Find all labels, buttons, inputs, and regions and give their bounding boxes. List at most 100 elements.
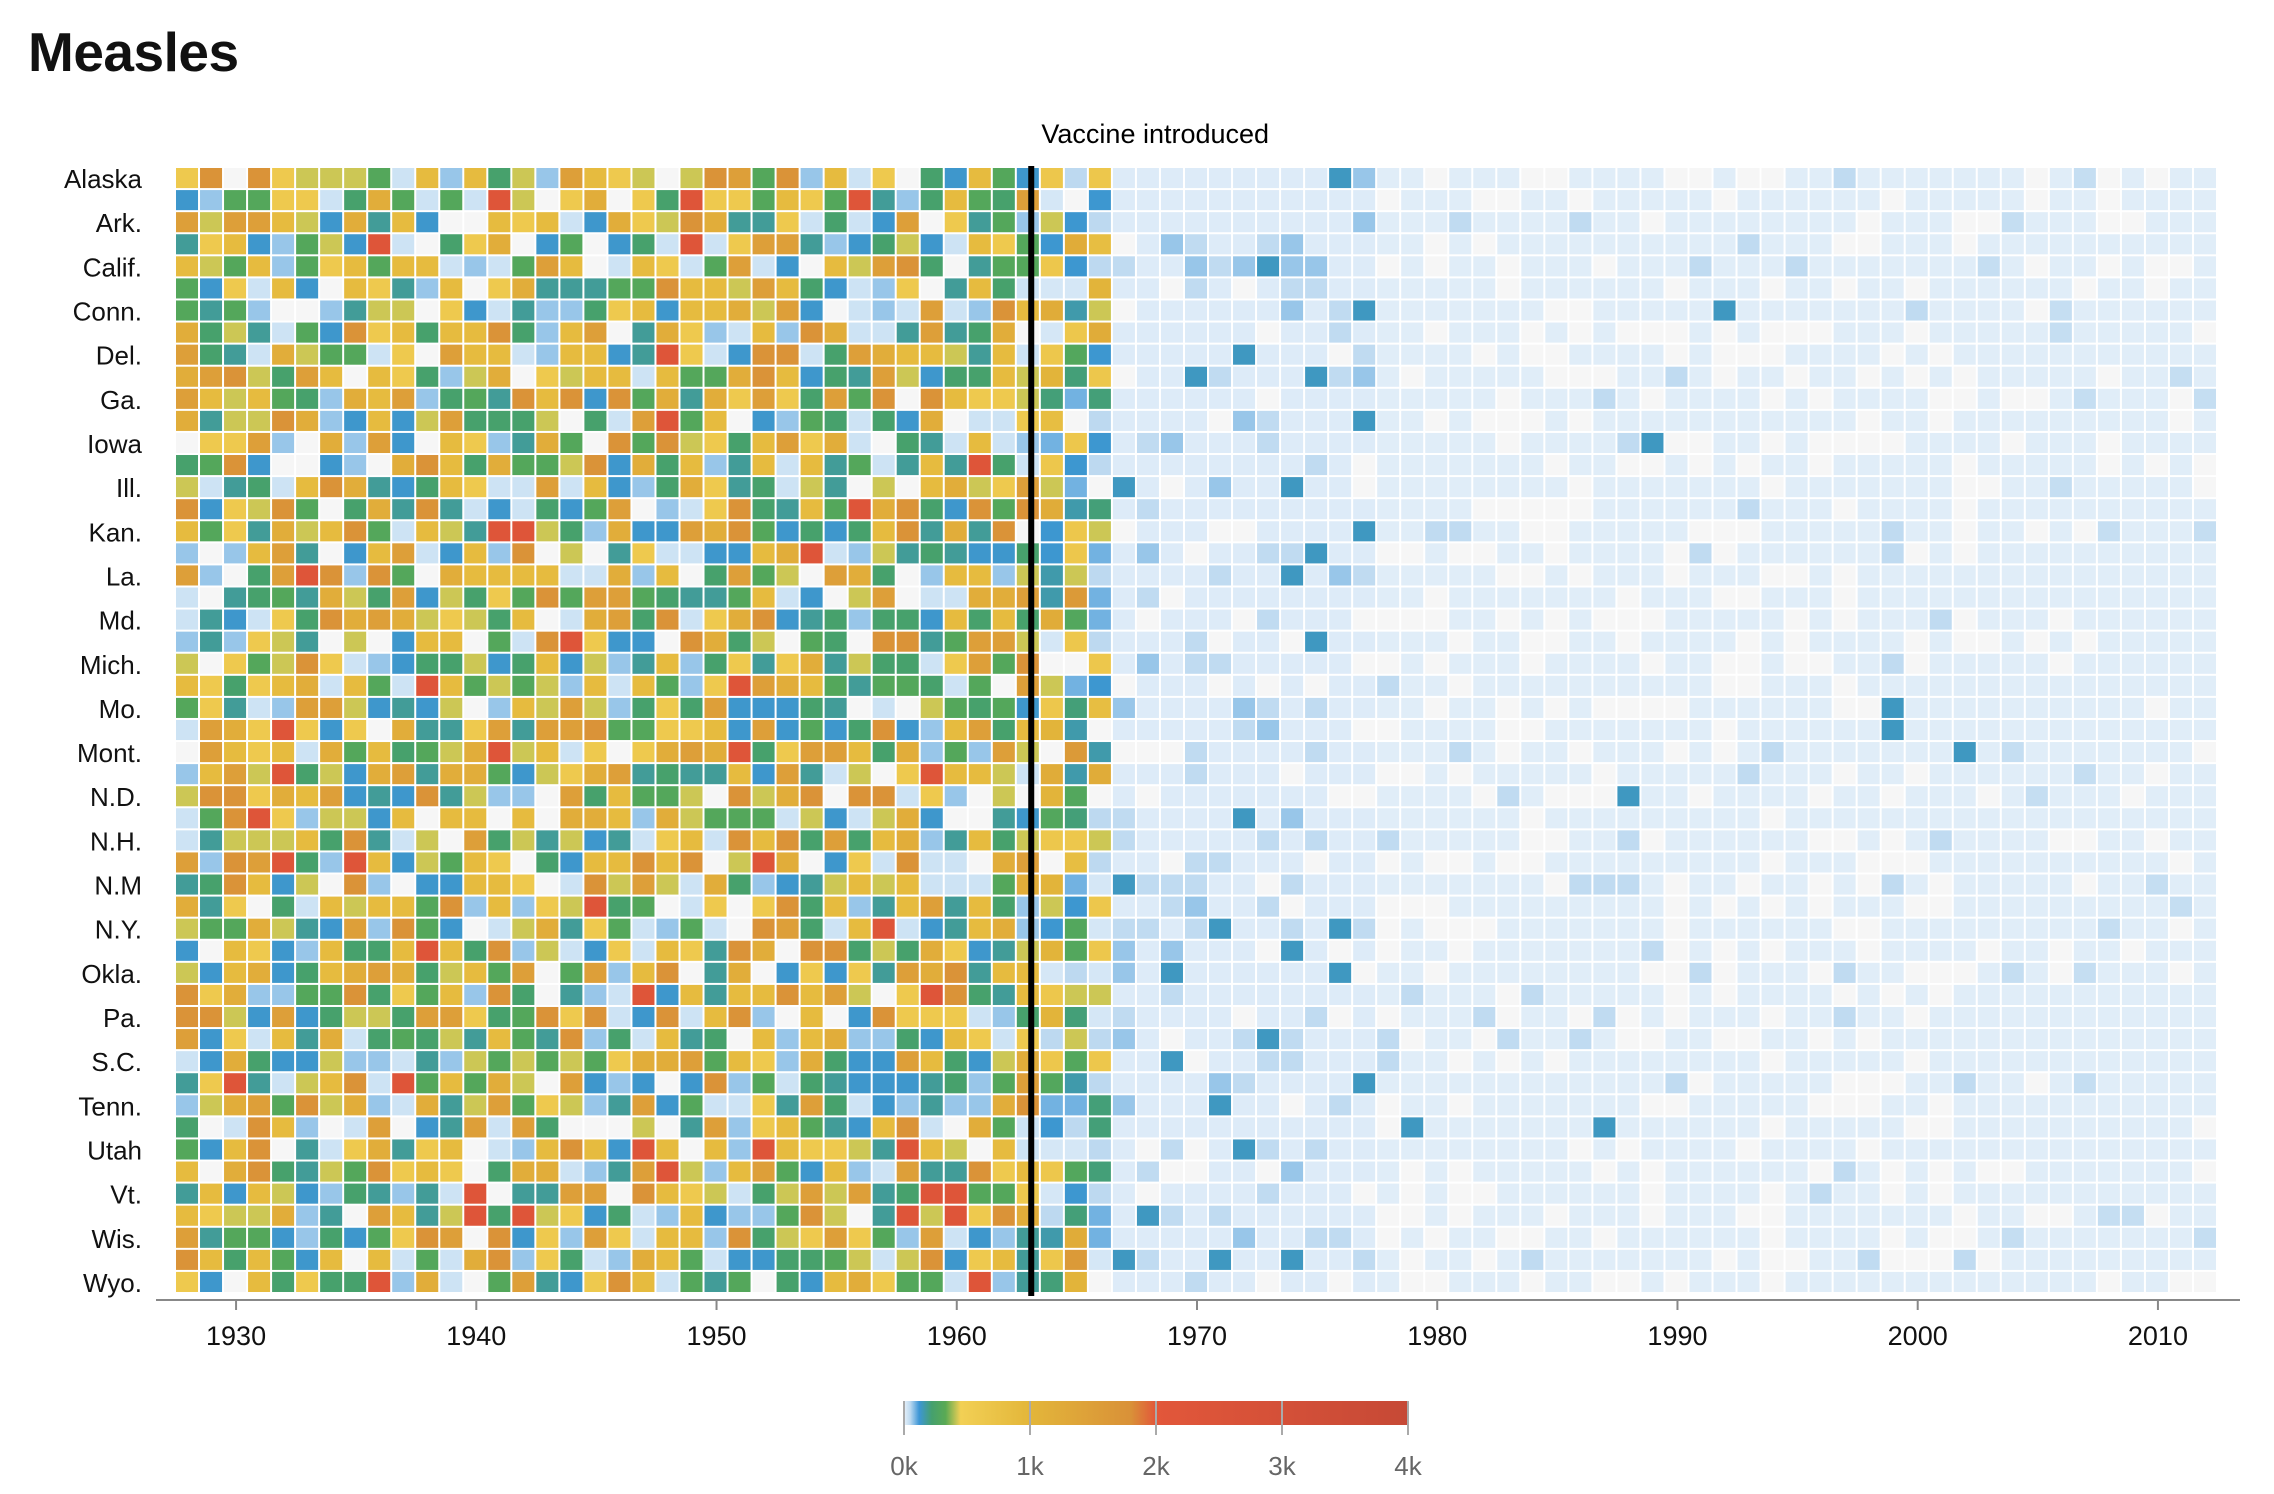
heatmap-cell	[512, 1139, 535, 1160]
heatmap-cell	[1233, 234, 1256, 255]
heatmap-cell	[2001, 653, 2024, 674]
heatmap-cell	[1977, 742, 2000, 763]
heatmap-cell	[1905, 786, 1928, 807]
heatmap-cell	[1977, 1051, 2000, 1072]
heatmap-cell	[1977, 852, 2000, 873]
heatmap-cell	[1689, 719, 1712, 741]
heatmap-cell	[1905, 455, 1928, 476]
heatmap-cell	[1521, 719, 1544, 741]
heatmap-cell	[944, 1073, 967, 1094]
heatmap-cell	[224, 455, 247, 476]
heatmap-cell	[776, 1095, 799, 1116]
heatmap-cell	[1449, 1139, 1472, 1160]
heatmap-cell	[704, 212, 727, 233]
heatmap-cell	[1064, 1205, 1087, 1226]
heatmap-cell	[464, 984, 487, 1005]
heatmap-cell	[2145, 234, 2168, 255]
heatmap-cell	[656, 587, 679, 608]
heatmap-cell	[1977, 786, 2000, 807]
heatmap-cell	[1545, 631, 1568, 652]
heatmap-cell	[1689, 587, 1712, 608]
heatmap-cell	[1641, 256, 1664, 277]
heatmap-cell	[560, 234, 583, 255]
heatmap-cell	[2193, 1073, 2216, 1094]
heatmap-cell	[1761, 675, 1784, 696]
heatmap-cell	[1569, 896, 1592, 917]
heatmap-cell	[392, 1183, 415, 1204]
heatmap-cell	[248, 1139, 271, 1160]
heatmap-cell	[1521, 697, 1544, 718]
heatmap-cell	[488, 631, 511, 652]
heatmap-cell	[1473, 764, 1496, 785]
heatmap-cell	[488, 366, 511, 387]
heatmap-cell	[1977, 300, 2000, 321]
heatmap-cell	[176, 1271, 199, 1292]
heatmap-cell	[296, 1073, 319, 1094]
heatmap-cell	[392, 962, 415, 983]
heatmap-cell	[1569, 719, 1592, 741]
heatmap-cell	[992, 587, 1015, 608]
heatmap-cell	[2193, 742, 2216, 763]
heatmap-cell	[1401, 1139, 1424, 1160]
heatmap-cell	[1112, 742, 1135, 763]
heatmap-cell	[2025, 918, 2048, 939]
heatmap-cell	[1761, 1249, 1784, 1270]
heatmap-cell	[2193, 256, 2216, 277]
heatmap-cell	[1305, 1029, 1328, 1050]
heatmap-cell	[2001, 587, 2024, 608]
heatmap-cell	[1257, 896, 1280, 917]
heatmap-cell	[1377, 212, 1400, 233]
heatmap-cell	[1112, 1205, 1135, 1226]
heatmap-cell	[2169, 786, 2192, 807]
heatmap-cell	[800, 388, 823, 409]
heatmap-cell	[1545, 786, 1568, 807]
heatmap-cell	[248, 1271, 271, 1292]
heatmap-cell	[2121, 1139, 2144, 1160]
heatmap-cell	[488, 896, 511, 917]
heatmap-cell	[920, 1073, 943, 1094]
heatmap-cell	[488, 874, 511, 895]
heatmap-cell	[848, 1117, 871, 1138]
heatmap-cell	[896, 212, 919, 233]
heatmap-cell	[512, 984, 535, 1005]
heatmap-cell	[2001, 499, 2024, 520]
heatmap-cell	[1016, 300, 1039, 321]
heatmap-cell	[1449, 1183, 1472, 1204]
heatmap-cell	[704, 322, 727, 343]
heatmap-cell	[2193, 1139, 2216, 1160]
heatmap-cell	[1857, 1161, 1880, 1182]
heatmap-cell	[1689, 918, 1712, 939]
heatmap-cell	[824, 410, 847, 431]
heatmap-cell	[1401, 697, 1424, 718]
heatmap-cell	[200, 1249, 223, 1270]
heatmap-cell	[1929, 212, 1952, 233]
heatmap-cell	[176, 719, 199, 741]
heatmap-cell	[224, 697, 247, 718]
heatmap-cell	[1449, 521, 1472, 542]
heatmap-cell	[1809, 587, 1832, 608]
heatmap-cell	[1473, 1183, 1496, 1204]
heatmap-cell	[2025, 609, 2048, 630]
heatmap-cell	[344, 675, 367, 696]
heatmap-cell	[2169, 477, 2192, 498]
heatmap-cell	[1136, 1117, 1159, 1138]
heatmap-cell	[1281, 808, 1304, 829]
heatmap-cell	[248, 675, 271, 696]
heatmap-cell	[536, 1161, 559, 1182]
heatmap-cell	[272, 1205, 295, 1226]
heatmap-cell	[1881, 432, 1904, 454]
heatmap-cell	[344, 830, 367, 851]
heatmap-cell	[1641, 1095, 1664, 1116]
heatmap-cell	[824, 918, 847, 939]
heatmap-cell	[1329, 212, 1352, 233]
heatmap-cell	[1425, 1139, 1448, 1160]
heatmap-cell	[224, 742, 247, 763]
heatmap-cell	[2049, 1183, 2072, 1204]
heatmap-cell	[1689, 1095, 1712, 1116]
heatmap-cell	[1136, 432, 1159, 454]
heatmap-cell	[1809, 521, 1832, 542]
heatmap-cell	[440, 1073, 463, 1094]
heatmap-cell	[488, 786, 511, 807]
heatmap-cell	[1929, 742, 1952, 763]
heatmap-cell	[416, 1249, 439, 1270]
